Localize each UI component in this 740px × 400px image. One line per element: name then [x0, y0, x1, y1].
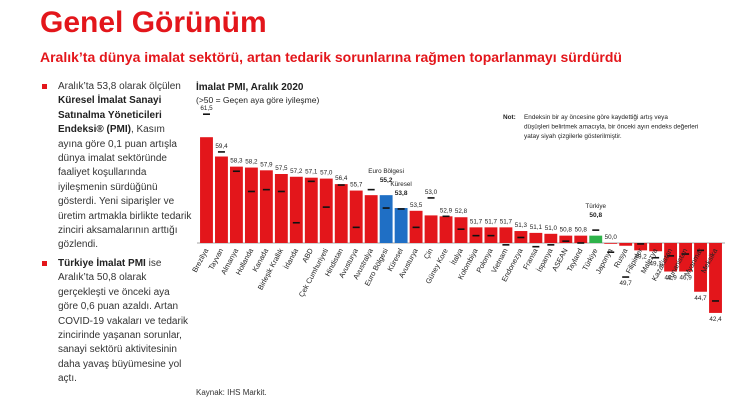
bullet-item: Aralık’ta 53,8 olarak ölçülen Küresel İm…: [42, 80, 192, 253]
bar-30: [649, 243, 663, 252]
bar-1: [215, 156, 228, 243]
value-label-16: 52,9: [440, 207, 453, 214]
bar-29: [634, 243, 648, 251]
value-label-3: 58,2: [245, 159, 258, 166]
bullet-marker: [42, 84, 47, 89]
value-label-17: 52,8: [455, 208, 468, 215]
bar-13: [394, 208, 408, 243]
value-label-1: 59,4: [215, 143, 228, 150]
bar-31: [664, 243, 678, 272]
value-label-29: 49,2: [635, 253, 648, 260]
bar-23: [544, 233, 558, 243]
bar-series: 61,5Brezilya59,4Tayvan58,3Almanya58,2Hol…: [190, 105, 725, 323]
value-label-33: 44,7: [694, 295, 707, 302]
bar-2: [229, 166, 243, 243]
category-label-7: ABD: [300, 247, 315, 264]
highlight-name-12: Euro Bölgesi: [368, 168, 404, 175]
bar-16: [439, 216, 453, 243]
highlight-name-26: Türkiye: [585, 203, 606, 210]
value-label-10: 55,7: [350, 182, 363, 189]
bullet-text-bold: Küresel İmalat Sanayi Satınalma Yönetici…: [58, 95, 162, 136]
value-label-22: 51,1: [530, 224, 543, 231]
bar-32: [679, 243, 693, 272]
value-label-7: 57,1: [305, 169, 318, 176]
highlight-name-13: Küresel: [390, 181, 411, 188]
highlight-value-12: 55,2: [380, 177, 393, 184]
bar-26: [589, 235, 603, 243]
bullet-text-post: , Kasım ayına göre 0,1 puan artışla düny…: [58, 124, 192, 251]
value-label-20: 51,7: [500, 218, 513, 225]
value-label-24: 50,8: [560, 227, 573, 234]
highlight-value-26: 50,8: [589, 212, 602, 219]
value-label-31: 46,9: [664, 275, 677, 282]
note-line-2: yatay siyah çizgilerle gösterilmiştir.: [524, 133, 622, 140]
source-note: Kaynak: IHS Markit.: [196, 388, 267, 397]
chart-subtitle: (>50 = Geçen aya göre iyileşme): [196, 95, 319, 105]
bullet-list: Aralık’ta 53,8 olarak ölçülen Küresel İm…: [42, 80, 192, 391]
bar-4: [259, 170, 273, 243]
bar-6: [289, 176, 303, 243]
value-label-34: 42,4: [709, 316, 722, 323]
value-label-0: 61,5: [200, 105, 213, 112]
category-label-0: Brezilya: [190, 246, 211, 274]
value-label-18: 51,7: [470, 218, 483, 225]
bar-28: [619, 243, 633, 246]
note-line-1: düşüşleri belirtmek amacıyla, bir önceki…: [524, 124, 698, 131]
bar-20: [499, 227, 513, 243]
value-label-23: 51,0: [545, 225, 558, 232]
bullet-text-post: ise Aralık’ta 50,8 olarak gerçekleşti ve…: [58, 257, 189, 385]
value-label-19: 51,7: [485, 218, 498, 225]
bar-24: [559, 235, 573, 243]
value-label-27: 50,0: [605, 234, 618, 241]
value-label-28: 49,7: [620, 280, 633, 287]
page-title: Genel Görünüm: [40, 6, 267, 39]
value-label-2: 58,3: [230, 158, 243, 165]
value-label-32: 46,9: [679, 275, 692, 282]
bar-3: [244, 167, 258, 243]
bar-11: [364, 195, 378, 243]
chart-note: Not: Endeksin bir ay öncesine göre kaydet…: [503, 114, 698, 140]
chart-title: İmalat PMI, Aralık 2020: [196, 80, 304, 93]
bar-15: [424, 215, 438, 243]
bullet-text-bold: Türkiye İmalat PMI: [58, 257, 146, 269]
value-label-15: 53,0: [425, 189, 438, 196]
bar-0: [200, 137, 213, 243]
highlight-value-13: 53,8: [395, 190, 408, 197]
bullet-marker: [42, 260, 47, 266]
value-label-21: 51,3: [515, 222, 528, 229]
bar-22: [529, 232, 543, 243]
value-label-8: 57,0: [320, 170, 333, 177]
bullet-text-pre: Aralık’ta 53,8 olarak ölçülen: [58, 81, 181, 92]
note-line-0: Endeksin bir ay öncesine göre kaydettiği…: [524, 114, 668, 121]
bar-33: [694, 243, 707, 292]
value-label-6: 57,2: [290, 168, 303, 175]
bar-9: [334, 184, 348, 243]
bar-17: [454, 217, 468, 243]
note-label: Not:: [503, 114, 516, 121]
bar-10: [349, 190, 363, 243]
value-label-14: 53,5: [410, 202, 423, 209]
bar-5: [274, 174, 288, 243]
value-label-9: 56,4: [335, 175, 348, 182]
bar-8: [319, 178, 333, 243]
bar-34: [709, 243, 722, 313]
bar-27: [604, 243, 618, 244]
bar-12: [379, 195, 393, 243]
value-label-5: 57,5: [275, 165, 288, 172]
page-subtitle: Aralık’ta dünya imalat sektörü, artan te…: [40, 49, 622, 65]
value-label-25: 50,8: [575, 227, 588, 234]
value-label-30: 49,1: [649, 261, 662, 268]
category-label-15: Çin: [422, 247, 435, 261]
bar-25: [574, 235, 588, 243]
bullet-item: Türkiye İmalat PMI ise Aralık’ta 50,8 ol…: [42, 257, 192, 387]
category-label-6: İrlanda: [282, 246, 301, 271]
bar-7: [304, 177, 318, 243]
value-label-4: 57,9: [260, 161, 273, 168]
